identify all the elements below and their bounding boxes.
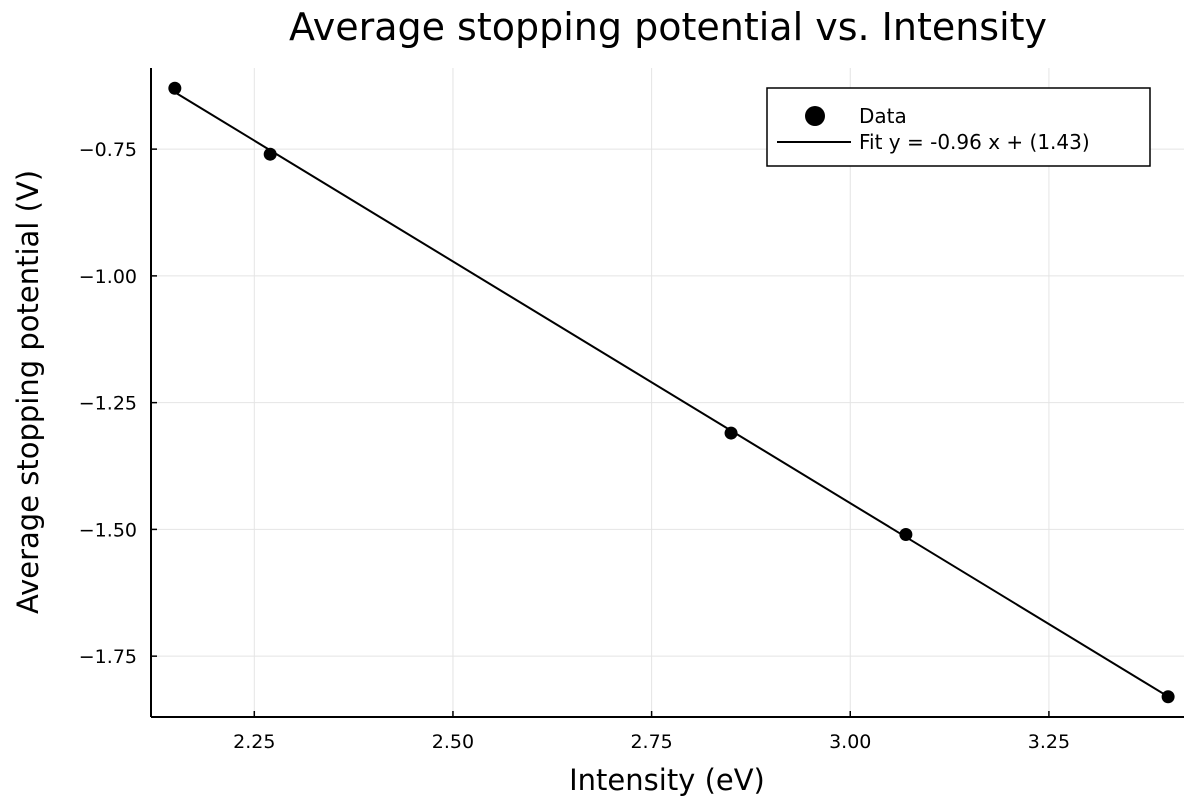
- y-axis-label: Average stopping potential (V): [11, 170, 45, 614]
- axes: [150, 68, 1184, 718]
- y-tick-label: −1.50: [79, 519, 137, 541]
- y-tick-label: −1.25: [79, 393, 137, 415]
- x-axis-label: Intensity (eV): [569, 763, 765, 797]
- x-tick-label: 3.00: [829, 731, 871, 753]
- y-tick-label: −1.75: [79, 646, 137, 668]
- y-tick-label: −1.00: [79, 266, 137, 288]
- x-tick-label: 3.25: [1028, 731, 1070, 753]
- legend: Data Fit y = -0.96 x + (1.43): [766, 87, 1151, 167]
- grid: [151, 68, 1184, 717]
- x-tick-label: 2.75: [630, 731, 672, 753]
- series: [168, 81, 1175, 704]
- y-tick-label: −0.75: [79, 139, 137, 161]
- data-point: [263, 147, 277, 161]
- ticks: 2.25 2.50 2.75 3.00 3.25 −0.75 −1.00 −1.25 −1.50…: [79, 139, 1070, 753]
- legend-box: [766, 87, 1151, 167]
- legend-label-fit: Fit y = -0.96 x + (1.43): [859, 130, 1090, 154]
- data-point: [168, 81, 182, 95]
- legend-label-data: Data: [859, 104, 907, 128]
- chart-title: Average stopping potential vs. Intensity: [289, 5, 1047, 49]
- x-tick-label: 2.25: [233, 731, 275, 753]
- fit-line: [174, 91, 1169, 698]
- legend-marker-data: [805, 106, 825, 126]
- x-tick-label: 2.50: [432, 731, 474, 753]
- data-point: [724, 426, 738, 440]
- data-point: [899, 527, 913, 541]
- data-point: [1161, 690, 1175, 704]
